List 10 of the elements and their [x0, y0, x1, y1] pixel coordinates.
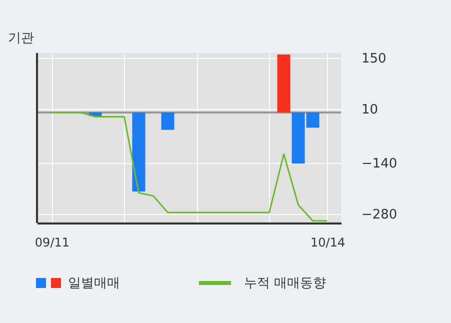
- x-tick-label: 09/11: [34, 236, 70, 250]
- chart-title: 기관: [8, 31, 34, 46]
- x-tick-label: 10/14: [310, 236, 346, 250]
- line-series: [50, 112, 328, 222]
- y-tick-label: −280: [362, 207, 398, 222]
- y-tick-label: 150: [362, 52, 386, 67]
- legend-label: 누적 매매동향: [244, 276, 326, 291]
- y-tick-label: 10: [362, 102, 378, 118]
- y-tick-label: −140: [362, 156, 398, 172]
- legend-label: 일별매매: [68, 276, 120, 291]
